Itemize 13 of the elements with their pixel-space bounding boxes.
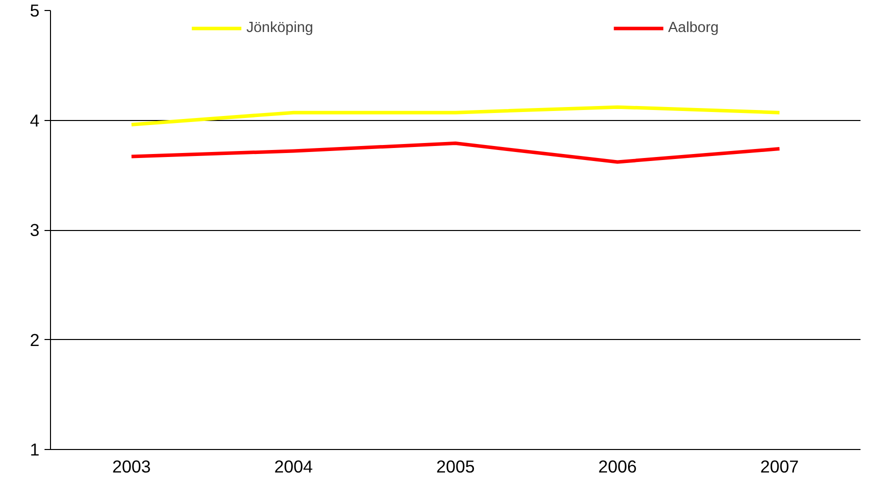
y-tick-label: 5 (30, 0, 40, 20)
legend-label: Aalborg (668, 20, 719, 36)
x-tick-label: 2006 (598, 456, 637, 476)
y-tick-label: 4 (30, 110, 40, 130)
line-series (130, 142, 782, 164)
x-tick-label: 2005 (436, 456, 475, 476)
x-tick-label: 2007 (760, 456, 799, 476)
legend-label: Jönköping (246, 20, 314, 36)
x-tick-label: 2003 (112, 456, 151, 476)
y-tick-label: 1 (30, 440, 40, 460)
x-tick-label: 2004 (274, 456, 314, 476)
y-tick-label: 3 (30, 220, 40, 240)
y-tick-label: 2 (30, 330, 40, 350)
